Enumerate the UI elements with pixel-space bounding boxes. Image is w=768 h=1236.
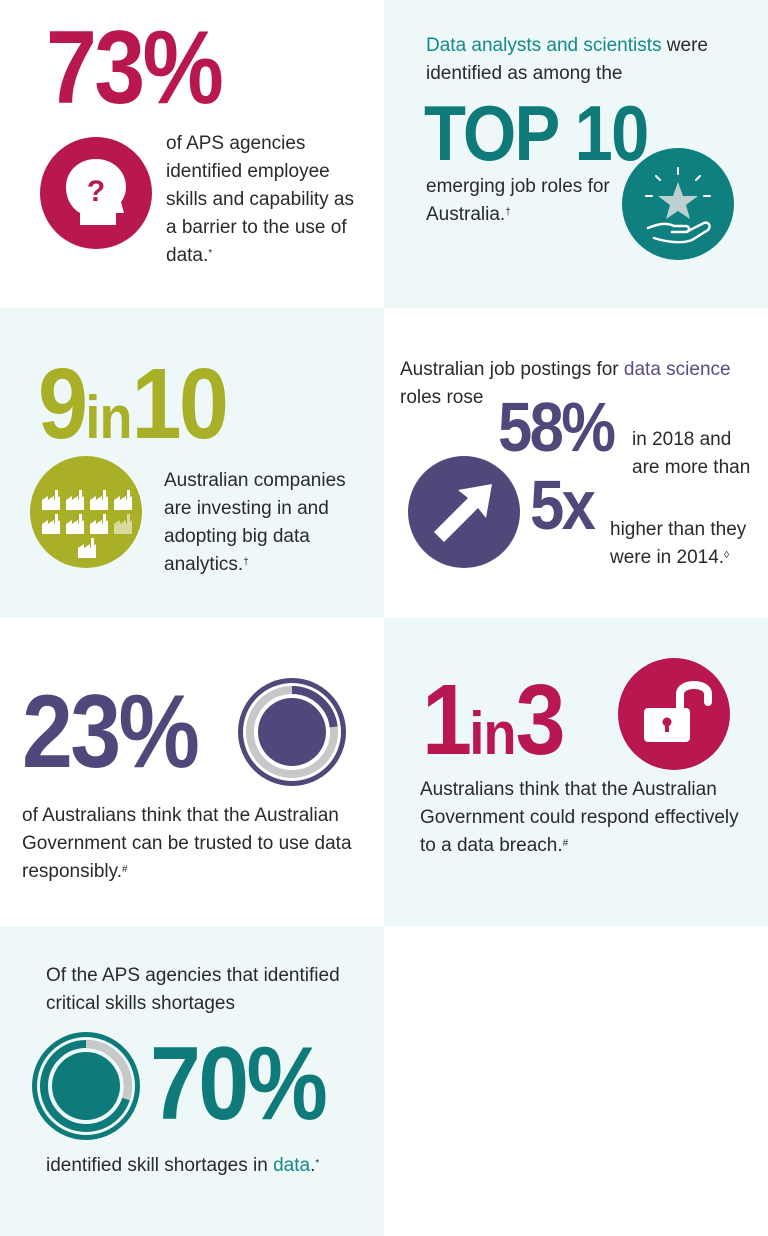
stat-value: 23% [22,674,200,790]
footnote-marker: ◊ [724,550,730,561]
footnote-marker: † [243,557,249,568]
stat-block-1-in-3: 1in3 Australians think that the Australi… [384,618,768,926]
factories-icon [30,456,142,568]
donut-ring-icon [236,676,348,788]
stat-description: Australians think that the Australian Go… [420,776,750,860]
footnote-marker: * [208,248,213,259]
description-text: emerging job roles for Australia. [426,176,610,225]
stat-description: identified skill shortages in data.* [46,1152,376,1180]
lead-end-text: roles rose [400,387,484,408]
growth-percent: 58% [498,388,616,466]
description-text: Australians think that the Australian Go… [420,779,739,856]
stat-in-word: in [85,384,132,451]
arrow-up-icon [408,456,520,568]
lead-text: Data analysts and scientists were identi… [426,32,756,88]
stat-value: 73% [46,10,224,126]
stat-denominator: 3 [515,664,566,776]
stat-block-73-percent: 73% ? of APS agencies identified employe… [0,0,384,308]
stat-in-word: in [469,700,516,767]
stat-description: Australian companies are investing in an… [164,467,369,579]
highlight-text: data [273,1155,311,1176]
empty-panel [384,926,768,1236]
stat-numerator: 1 [422,664,472,776]
stat-value: 70% [150,1026,328,1142]
stat-block-23-percent: 23% of Australians think that the Austra… [0,618,384,926]
footnote-marker: # [562,838,569,849]
ring-value-arc [40,1040,132,1132]
stat-block-job-postings: Australian job postings for data science… [384,308,768,618]
stat-value: 9in10 [38,354,229,454]
lead-start-text: Australian job postings for [400,359,624,380]
highlight-text: Data analysts and scientists [426,35,662,56]
stat-denominator: 10 [131,348,229,460]
lead-rest-text: were identified as among the [426,35,708,84]
stat-block-70-percent: Of the APS agencies that identified crit… [0,926,384,1236]
lead-text: Of the APS agencies that identified crit… [46,965,340,1014]
lead-text: Australian job postings for data science… [400,356,760,412]
stat-block-top-10: Data analysts and scientists were identi… [384,0,768,308]
padlock-open-icon [618,658,730,770]
description-text: Australian companies are investing in an… [164,470,346,575]
footnote-marker: # [121,864,128,875]
stat-description: of Australians think that the Australian… [22,802,372,886]
description-text: identified skill shortages in [46,1155,274,1176]
stat-description: of APS agencies identified employee skil… [166,130,366,270]
donut-ring-icon [30,1030,142,1142]
svg-text:?: ? [87,175,105,208]
footnote-marker: * [315,1158,320,1169]
growth-text: in 2018 and are more than [632,429,751,478]
ring-value-arc [246,686,338,778]
stat-value: TOP 10 [424,89,649,177]
hand-star-icon [622,148,734,260]
multiplier-value: 5x [530,466,596,544]
stat-value: 1in3 [422,670,566,770]
highlight-text: data science [623,359,731,380]
stat-block-9-in-10: 9in10 Austra [0,308,384,618]
description-end: . [310,1155,316,1176]
stat-numerator: 9 [38,348,88,460]
multiplier-text: higher than they were in 2014.◊ [610,516,768,572]
description-text: of APS agencies identified employee skil… [166,133,354,266]
description-text: higher than they were in 2014. [610,519,747,568]
stat-description: emerging job roles for Australia.† [426,173,626,229]
description-text: of Australians think that the Australian… [22,805,352,882]
head-question-icon: ? [40,137,152,249]
footnote-marker: † [505,207,511,218]
